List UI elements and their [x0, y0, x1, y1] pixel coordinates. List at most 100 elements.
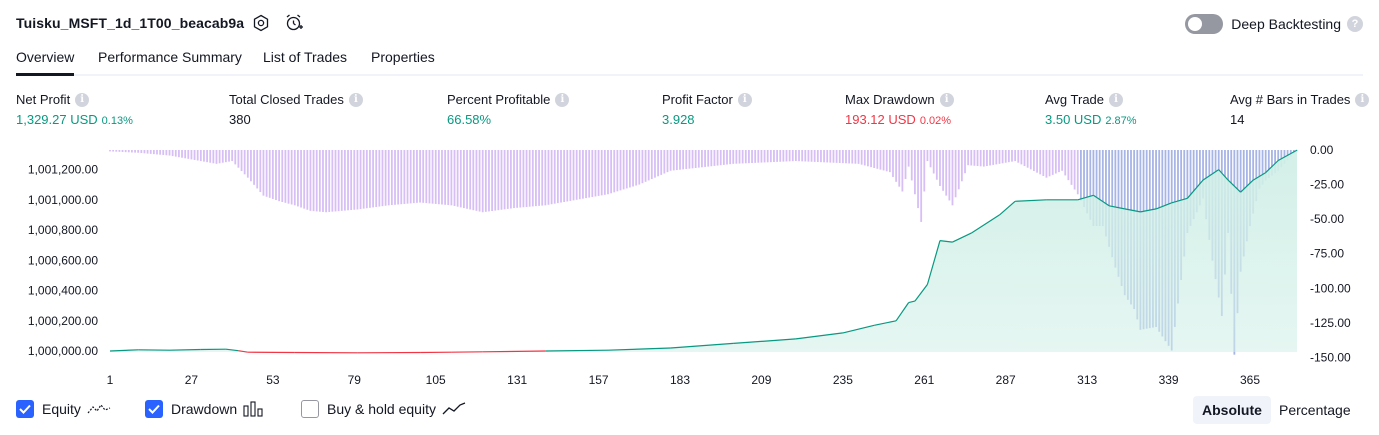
drawdown-bar — [597, 150, 600, 196]
drawdown-bar — [964, 150, 966, 174]
drawdown-bar — [118, 150, 121, 152]
drawdown-bar — [134, 150, 136, 153]
equity-drawdown-chart[interactable]: 1,000,000.00 1,000,200.00 1,000,400.00 1,00… — [0, 140, 1379, 390]
drawdown-bar — [917, 150, 919, 209]
info-icon[interactable]: i — [348, 92, 363, 107]
drawdown-bar — [798, 150, 800, 162]
drawdown-bar — [434, 150, 437, 204]
drawdown-bar — [1070, 150, 1073, 185]
drawdown-bar — [867, 150, 869, 167]
drawdown-bar — [1011, 150, 1013, 162]
info-icon[interactable]: i — [939, 92, 954, 107]
metric-label: Total Closed Trades — [229, 92, 344, 107]
x-tick-label: 365 — [1240, 373, 1260, 387]
drawdown-bar — [992, 150, 995, 165]
drawdown-bar — [870, 150, 872, 168]
settings-icon[interactable] — [251, 13, 271, 33]
drawdown-bar — [1111, 150, 1114, 258]
drawdown-bar — [275, 150, 277, 201]
metric-value: 14 — [1230, 112, 1245, 127]
drawdown-bar — [691, 150, 694, 169]
drawdown-bar — [174, 150, 177, 157]
x-tick-label: 313 — [1077, 373, 1097, 387]
x-tick-label: 287 — [996, 373, 1016, 387]
x-tick-label: 183 — [670, 373, 690, 387]
equity-toggle[interactable]: Equity — [16, 400, 111, 418]
drawdown-bar — [716, 150, 719, 166]
drawdown-bar — [168, 150, 171, 156]
info-icon[interactable]: i — [555, 92, 570, 107]
drawdown-bar — [1014, 150, 1017, 162]
drawdown-bar — [932, 150, 935, 174]
equity-checkbox[interactable] — [16, 400, 34, 418]
drawdown-bar — [613, 150, 616, 193]
drawdown-bar — [957, 150, 960, 190]
info-icon[interactable]: i — [1355, 92, 1370, 107]
equity-tick-label: 1,000,200.00 — [28, 314, 98, 328]
info-icon[interactable]: i — [75, 92, 90, 107]
equity-line-segment — [1227, 179, 1242, 193]
drawdown-toggle[interactable]: Drawdown — [145, 400, 265, 418]
equity-line-segment — [225, 348, 239, 352]
drawdown-bar — [143, 150, 146, 154]
drawdown-bar — [265, 150, 268, 197]
drawdown-bar — [199, 150, 202, 162]
drawdown-bar — [422, 150, 425, 203]
equity-line-segment — [1240, 179, 1254, 193]
tab-performance-summary[interactable]: Performance Summary — [98, 49, 242, 65]
info-icon[interactable]: i — [737, 92, 752, 107]
drawdown-bar — [951, 150, 954, 206]
drawdown-bar — [682, 150, 685, 170]
equity-line-segment — [1124, 208, 1141, 213]
drawdown-bar — [531, 150, 534, 207]
drawdown-bars-icon — [243, 401, 265, 417]
equity-line-segment — [169, 348, 201, 351]
buy-hold-line-icon — [442, 402, 466, 416]
deep-backtesting-label: Deep Backtesting — [1231, 16, 1341, 32]
drawdown-bar — [754, 150, 757, 163]
tab-list-of-trades[interactable]: List of Trades — [263, 49, 348, 65]
drawdown-bar — [967, 150, 970, 166]
x-tick-label: 209 — [751, 373, 771, 387]
drawdown-bar — [343, 150, 346, 211]
drawdown-checkbox[interactable] — [145, 400, 163, 418]
percentage-button[interactable]: Percentage — [1279, 402, 1351, 418]
tab-overview[interactable]: Overview — [16, 49, 75, 76]
drawdown-bar — [328, 150, 331, 212]
drawdown-bar — [970, 150, 973, 166]
drawdown-bar — [773, 150, 775, 163]
drawdown-bar — [475, 150, 478, 211]
drawdown-bar — [312, 150, 315, 212]
drawdown-bar — [650, 150, 653, 180]
help-icon[interactable]: ? — [1347, 16, 1363, 32]
absolute-button[interactable]: Absolute — [1193, 396, 1271, 424]
drawdown-bar — [390, 150, 393, 206]
drawdown-bar — [998, 150, 1001, 164]
drawdown-bar — [939, 150, 941, 186]
deep-backtesting-toggle[interactable] — [1185, 14, 1224, 34]
drawdown-bar — [769, 150, 772, 163]
info-icon[interactable]: i — [1109, 92, 1124, 107]
drawdown-bar — [334, 150, 337, 212]
drawdown-bar — [744, 150, 747, 164]
metric-profit-factor: Profit Factor i 3.928 — [662, 92, 752, 127]
drawdown-bar — [538, 150, 540, 206]
drawdown-bar — [657, 150, 659, 177]
drawdown-bar — [472, 150, 475, 211]
buy-hold-checkbox[interactable] — [301, 400, 319, 418]
drawdown-bar — [459, 150, 462, 208]
equity-line-segment — [939, 240, 953, 243]
drawdown-bar — [578, 150, 581, 200]
drawdown-bar — [556, 150, 559, 204]
buy-hold-toggle[interactable]: Buy & hold equity — [301, 400, 466, 418]
drawdown-bar — [1039, 150, 1042, 175]
equity-line-segment — [1265, 160, 1279, 174]
equity-line-segment — [109, 349, 139, 352]
drawdown-bar — [1089, 150, 1092, 220]
drawdown-bar — [638, 150, 641, 185]
drawdown-bar — [347, 150, 349, 211]
drawdown-bar — [942, 150, 944, 191]
tab-properties[interactable]: Properties — [371, 49, 435, 65]
add-alert-icon[interactable] — [284, 13, 304, 33]
drawdown-bar — [359, 150, 362, 210]
